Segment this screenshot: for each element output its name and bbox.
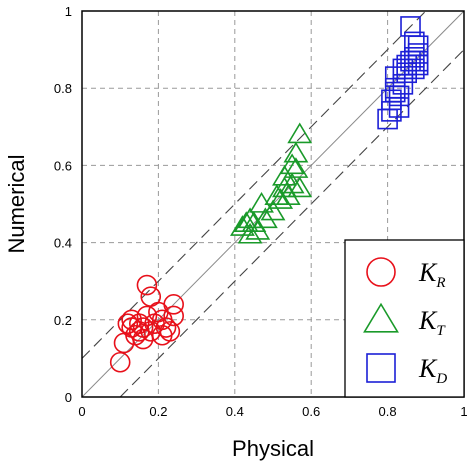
x-axis-title: Physical [232,436,314,461]
data-point-circle [136,305,158,327]
data-point-triangle [283,141,309,163]
y-tick-label: 0 [65,390,72,405]
plot-frame [81,10,465,398]
x-tick-label: 0.8 [379,404,397,419]
legend-marker-circle [366,257,396,287]
y-tick-label: 0.4 [54,236,72,251]
tick-labels: 0 0.2 0.4 0.6 0.8 1 0 0.2 0.4 0.6 0.8 1 [54,4,468,419]
data-point-square [388,85,410,107]
data-point-square [404,58,425,80]
data-point-triangle [287,122,313,144]
data-point-triangle [245,218,271,240]
data-point-triangle [268,188,294,209]
x-tick-label: 1 [460,404,467,419]
data-point-triangle [275,184,301,205]
data-point-square [381,89,402,111]
data-points [109,16,429,373]
data-point-square [407,50,429,72]
data-point-circle [136,274,158,296]
data-point-triangle [252,207,278,229]
data-point-circle [163,294,184,315]
data-point-square [388,97,410,118]
reference-line-lower-bound [119,49,465,398]
data-point-circle [155,317,177,338]
x-tick-label: 0 [78,404,85,419]
data-point-square [396,54,418,76]
data-point-triangle [272,164,297,186]
data-point-circle [132,328,154,350]
data-point-triangle [260,199,286,221]
legend-marker-triangle [363,302,399,333]
data-point-square [392,58,414,80]
data-point-circle [163,305,184,327]
x-tick-label: 0.6 [302,404,320,419]
y-tick-label: 0.6 [54,158,72,173]
x-tick-label: 0.2 [149,404,167,419]
y-tick-label: 1 [65,4,72,19]
reference-line-upper-bound [81,10,427,359]
legend-label: KR [418,258,446,291]
y-tick-label: 0.2 [54,313,72,328]
data-point-triangle [237,222,263,244]
data-point-circle [159,321,181,342]
data-point-circle [129,313,150,334]
legend-label: KD [418,354,447,387]
legend-label: KT [418,306,446,339]
data-point-square [407,54,429,76]
data-point-triangle [230,215,255,236]
data-point-triangle [287,176,313,198]
data-point-triangle [249,191,274,213]
data-point-triangle [283,157,309,178]
data-point-square [404,47,425,68]
data-point-triangle [237,207,263,229]
data-point-triangle [279,172,305,194]
data-point-circle [109,351,131,373]
x-tick-label: 0.4 [226,404,244,419]
y-axis-title: Numerical [4,154,29,253]
legend: KR KT KD [344,239,465,398]
data-point-square [407,35,429,57]
data-point-circle [117,313,139,334]
y-tick-label: 0.8 [54,81,72,96]
legend-marker-square [366,353,396,383]
legend-box [344,239,465,398]
